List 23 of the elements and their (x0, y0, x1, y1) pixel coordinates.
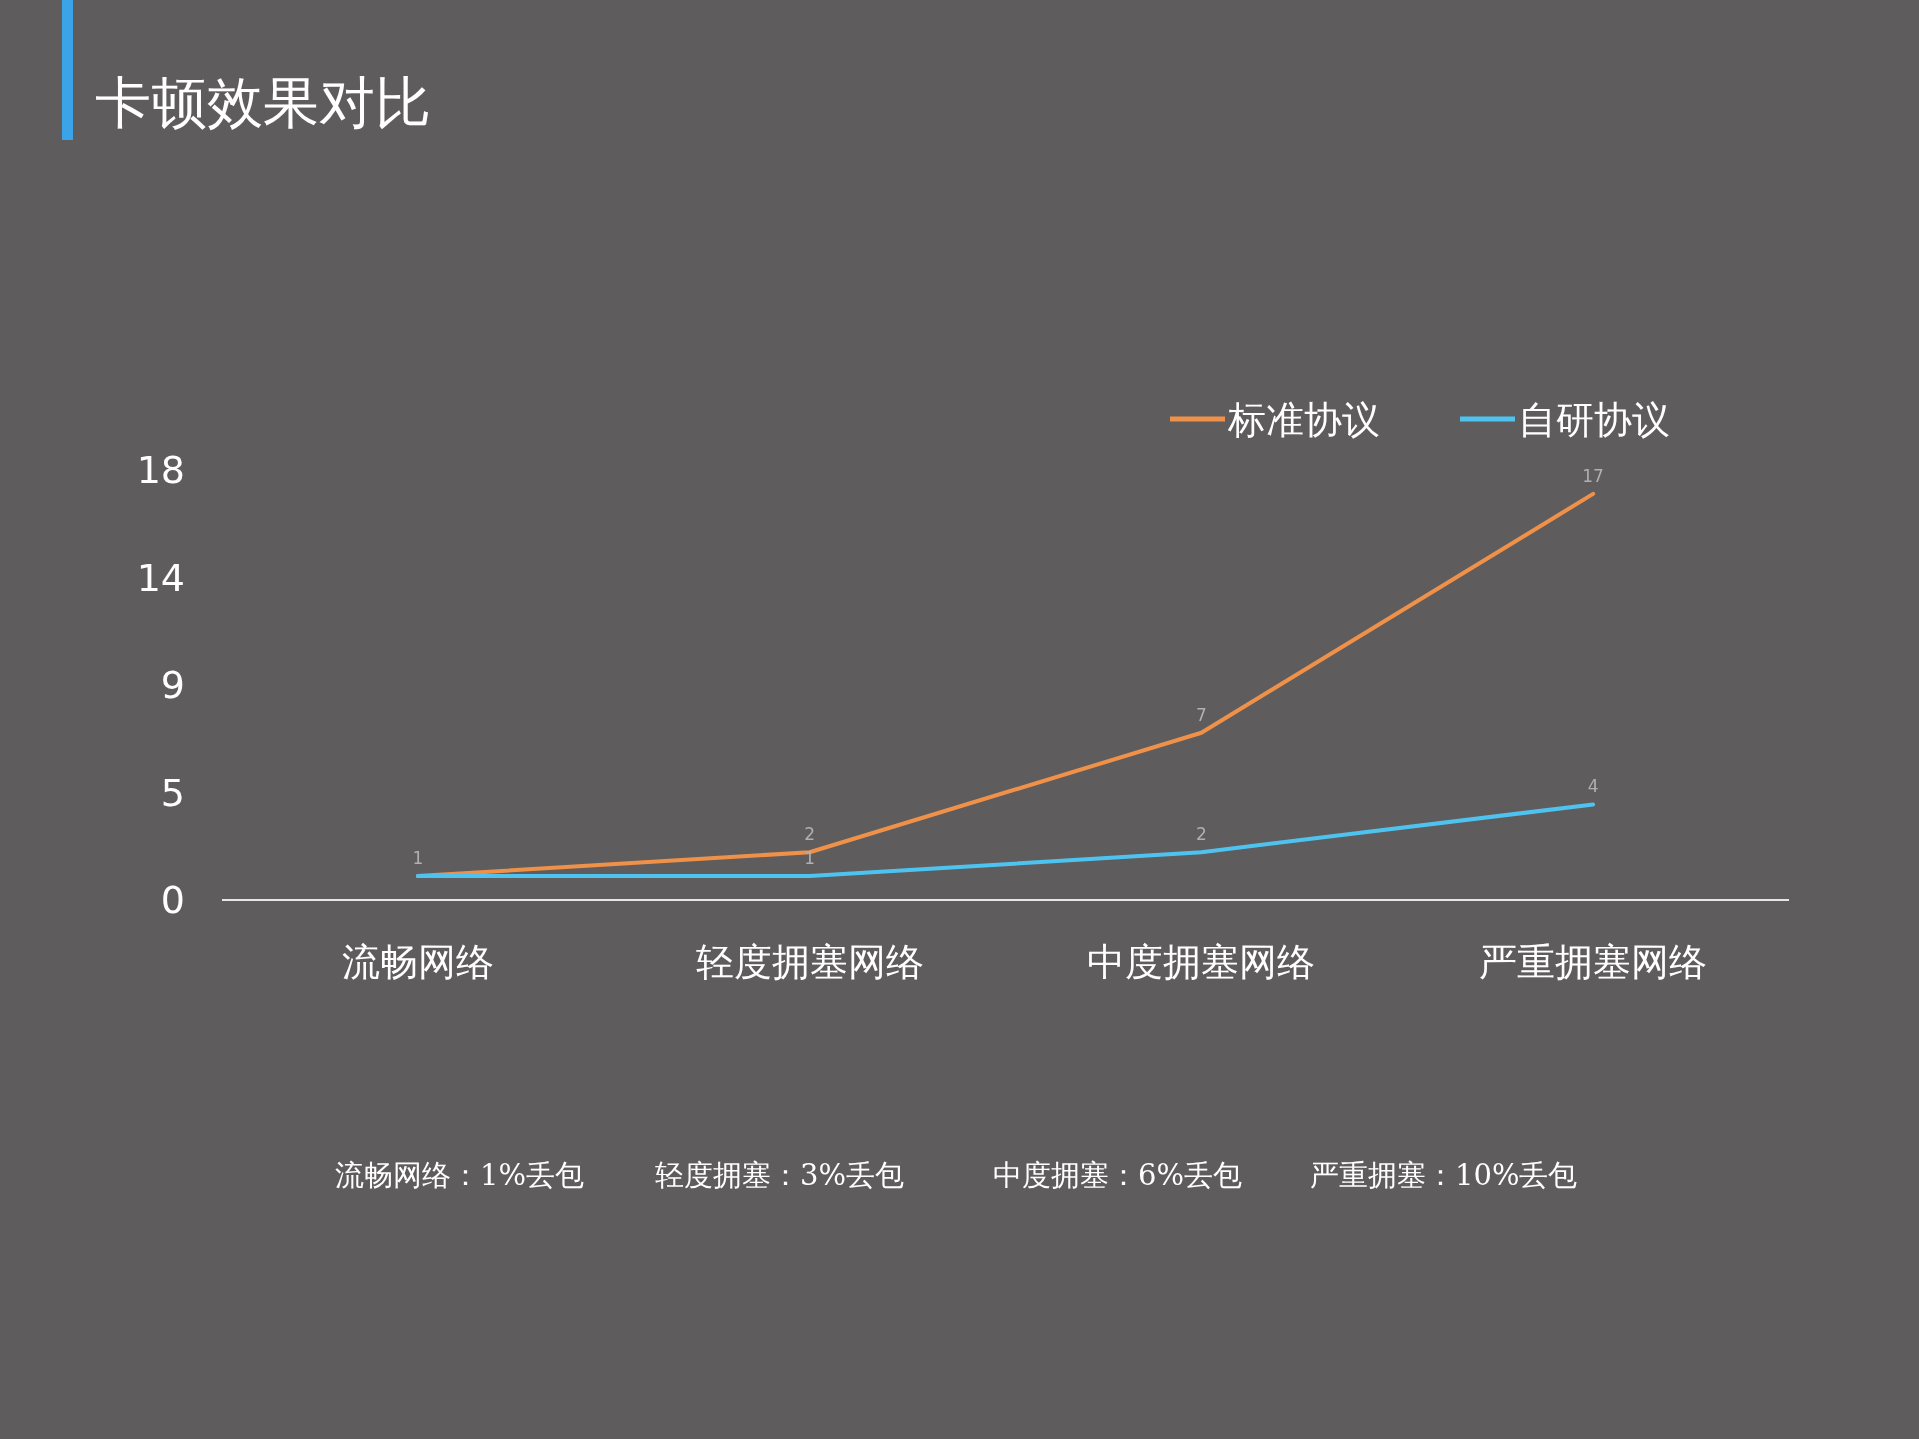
y-tick-label: 18 (136, 448, 185, 492)
data-label: 1 (412, 848, 424, 869)
text: 中度拥塞：6%丢包 (993, 1158, 1243, 1192)
x-tick-label: 严重拥塞网络 (1479, 940, 1708, 984)
data-label: 1 (804, 848, 816, 869)
x-tick-label: 中度拥塞网络 (1087, 940, 1316, 984)
y-tick-label: 14 (136, 555, 185, 600)
y-tick-label: 9 (160, 663, 185, 707)
x-tick-label: 流畅网络 (341, 940, 494, 984)
text: 流畅网络：1%丢包 (335, 1158, 585, 1192)
y-tick-label: 0 (160, 878, 185, 922)
legend-label: 自研协议 (1518, 398, 1670, 442)
x-tick-label: 轻度拥塞网络 (695, 940, 924, 984)
data-label: 4 (1587, 776, 1599, 797)
y-tick-label: 5 (160, 770, 185, 815)
text: 严重拥塞：10%丢包 (1310, 1158, 1578, 1192)
text: 轻度拥塞：3%丢包 (655, 1158, 905, 1192)
legend-label: 标准协议 (1227, 398, 1380, 442)
data-label: 17 (1582, 465, 1604, 486)
chart-title: 卡顿效果对比 (95, 70, 431, 135)
data-label: 2 (1195, 824, 1207, 845)
data-label: 7 (1195, 704, 1207, 725)
data-label: 2 (804, 824, 816, 845)
